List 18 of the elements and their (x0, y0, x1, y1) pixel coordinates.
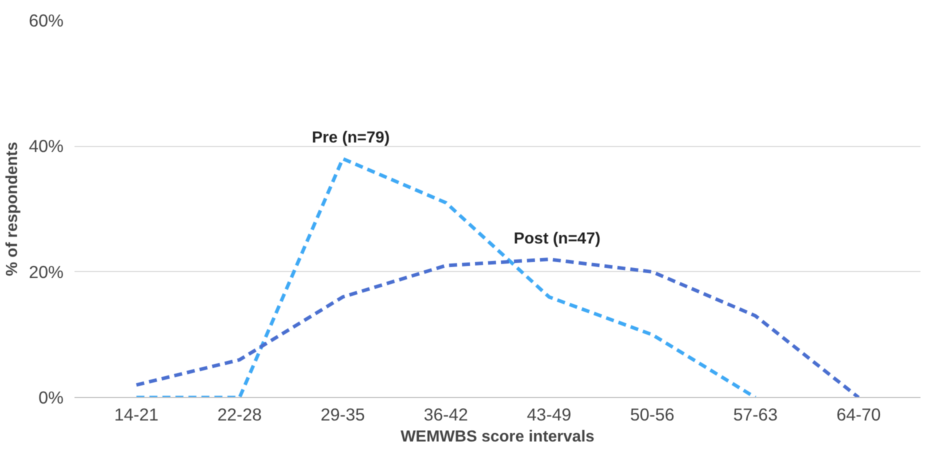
y-tick-label: 0% (38, 388, 64, 408)
line-series (134, 258, 860, 398)
series-label: Pre (n=79) (312, 130, 390, 147)
x-tick-label: 22-28 (217, 404, 262, 424)
x-tick-label: 57-63 (733, 404, 778, 424)
y-axis-title: % of respondents (4, 142, 21, 276)
x-tick-label: 29-35 (320, 404, 365, 424)
line-series (134, 156, 758, 398)
x-tick-label: 64-70 (836, 404, 881, 424)
x-tick-label: 36-42 (424, 404, 468, 424)
y-tick-label: 40% (28, 136, 64, 156)
x-axis-title: WEMWBS score intervals (400, 428, 595, 446)
y-tick-label: 20% (28, 262, 64, 282)
x-tick-label: 14-21 (114, 404, 159, 424)
y-tick-label: 60% (28, 10, 64, 30)
x-tick-label: 50-56 (630, 404, 674, 424)
series-label: Post (n=47) (514, 230, 600, 248)
x-tick-label: 43-49 (526, 404, 572, 424)
